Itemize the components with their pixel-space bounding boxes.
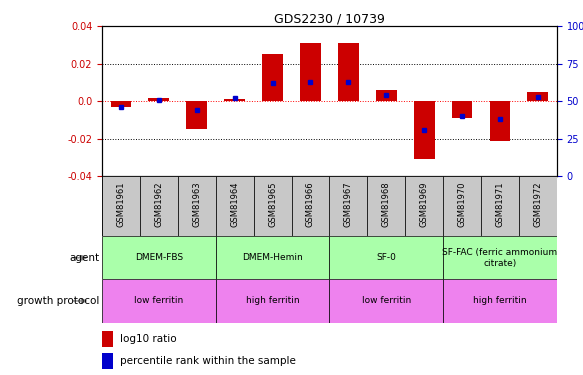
- Text: growth protocol: growth protocol: [17, 296, 99, 306]
- Bar: [149, 98, 169, 101]
- Bar: [187, 101, 207, 129]
- Text: GSM81962: GSM81962: [154, 181, 163, 226]
- Bar: [102, 353, 113, 369]
- Bar: [216, 176, 254, 236]
- Bar: [262, 54, 283, 101]
- Bar: [414, 101, 434, 159]
- Bar: [367, 176, 405, 236]
- Bar: [178, 176, 216, 236]
- Text: GSM81966: GSM81966: [306, 181, 315, 226]
- Bar: [300, 43, 321, 101]
- Text: log10 ratio: log10 ratio: [120, 334, 177, 344]
- Text: SF-FAC (ferric ammonium
citrate): SF-FAC (ferric ammonium citrate): [442, 248, 557, 267]
- Bar: [443, 236, 557, 279]
- Text: GSM81970: GSM81970: [458, 181, 466, 226]
- Text: GSM81961: GSM81961: [117, 181, 125, 226]
- Text: high ferritin: high ferritin: [246, 296, 299, 305]
- Bar: [452, 101, 472, 118]
- Bar: [329, 176, 367, 236]
- Text: GSM81967: GSM81967: [344, 181, 353, 226]
- Text: agent: agent: [69, 253, 99, 263]
- Bar: [338, 43, 359, 101]
- Bar: [216, 236, 329, 279]
- Text: high ferritin: high ferritin: [473, 296, 526, 305]
- Text: percentile rank within the sample: percentile rank within the sample: [120, 356, 296, 366]
- Bar: [329, 236, 443, 279]
- Text: GSM81964: GSM81964: [230, 181, 239, 226]
- Bar: [481, 176, 519, 236]
- Text: GSM81965: GSM81965: [268, 181, 277, 226]
- Text: low ferritin: low ferritin: [134, 296, 184, 305]
- Bar: [224, 99, 245, 101]
- Text: SF-0: SF-0: [376, 254, 396, 262]
- Bar: [292, 176, 329, 236]
- Bar: [111, 101, 131, 107]
- Bar: [443, 176, 481, 236]
- Text: GSM81971: GSM81971: [496, 181, 504, 226]
- Text: low ferritin: low ferritin: [361, 296, 411, 305]
- Text: GSM81972: GSM81972: [533, 181, 542, 226]
- Text: DMEM-Hemin: DMEM-Hemin: [242, 254, 303, 262]
- Bar: [443, 279, 557, 322]
- Bar: [329, 279, 443, 322]
- Title: GDS2230 / 10739: GDS2230 / 10739: [274, 12, 385, 25]
- Bar: [490, 101, 510, 141]
- Bar: [140, 176, 178, 236]
- Bar: [102, 331, 113, 346]
- Text: GSM81969: GSM81969: [420, 181, 429, 226]
- Bar: [405, 176, 443, 236]
- Bar: [254, 176, 292, 236]
- Bar: [519, 176, 557, 236]
- Bar: [102, 176, 140, 236]
- Text: GSM81963: GSM81963: [192, 181, 201, 226]
- Text: GSM81968: GSM81968: [382, 181, 391, 226]
- Text: DMEM-FBS: DMEM-FBS: [135, 254, 183, 262]
- Bar: [102, 279, 216, 322]
- Bar: [216, 279, 329, 322]
- Bar: [102, 236, 216, 279]
- Bar: [376, 90, 396, 101]
- Bar: [528, 92, 548, 101]
